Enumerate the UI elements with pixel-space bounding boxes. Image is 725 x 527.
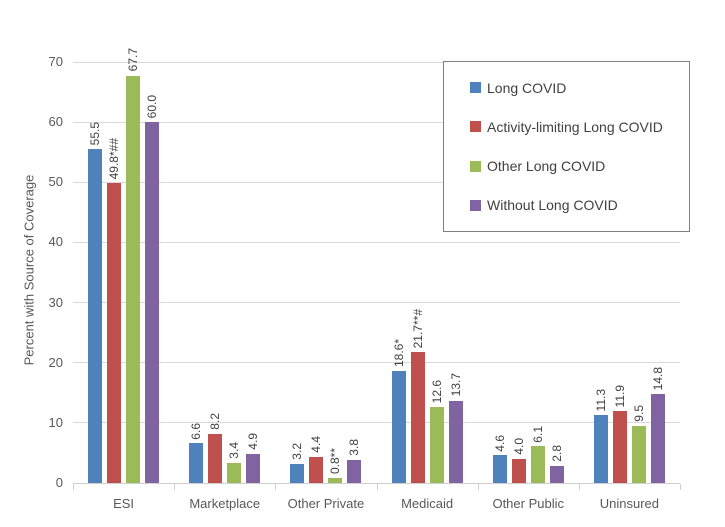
- y-axis-tick-label: 50: [48, 174, 63, 190]
- y-axis-tick-label: 40: [48, 234, 63, 250]
- bar: [448, 400, 463, 483]
- bar: [88, 149, 103, 483]
- x-axis-tick: [73, 484, 74, 490]
- bar: [511, 458, 526, 483]
- bar-value-label: 9.5: [631, 405, 646, 422]
- legend-swatch: [470, 82, 481, 94]
- bar-value-label: 4.4: [309, 435, 324, 453]
- legend-item: Activity-limiting Long COVID: [470, 119, 689, 135]
- bar-value-label: 21.7**#: [410, 309, 425, 349]
- x-axis-category-label: Medicaid: [401, 496, 454, 511]
- bar-value-label: 14.8: [650, 366, 665, 390]
- y-axis-tick-label: 20: [48, 354, 63, 370]
- bar: [145, 122, 160, 483]
- legend-item: Without Long COVID: [470, 197, 689, 213]
- legend: Long COVID Activity-limiting Long COVID Ot…: [443, 61, 690, 232]
- bar-value-label: 67.7: [126, 48, 141, 72]
- bar: [391, 371, 406, 483]
- legend-label: Activity-limiting Long COVID: [487, 118, 663, 135]
- legend-item: Long COVID: [470, 80, 689, 96]
- bar: [290, 463, 305, 483]
- x-axis-category-label: Marketplace: [189, 496, 261, 511]
- bar-value-label: 4.6: [492, 434, 507, 452]
- bar: [309, 456, 324, 483]
- y-axis-tick-label: 10: [48, 414, 63, 430]
- y-axis-tick-label: 0: [55, 475, 63, 490]
- gridline: [73, 302, 680, 304]
- x-axis-category-label: Other Private: [287, 496, 365, 511]
- y-axis-tick-label: 70: [48, 54, 63, 69]
- gridline: [73, 61, 680, 63]
- bar-value-label: 11.3: [593, 388, 608, 412]
- bar-value-label: 3.4: [227, 441, 242, 459]
- bar: [246, 453, 261, 483]
- legend-item: Other Long COVID: [470, 158, 689, 174]
- bar: [650, 393, 665, 483]
- bar: [631, 425, 646, 483]
- legend-label: Long COVID: [487, 79, 567, 96]
- bar-value-label: 18.6*: [391, 339, 406, 368]
- bar-value-label: 49.8*##: [107, 138, 122, 180]
- bar-value-label: 6.1: [530, 425, 545, 443]
- x-axis-tick: [174, 484, 176, 490]
- bar: [612, 411, 627, 483]
- gridline: [73, 362, 680, 364]
- bar-value-label: 0.8**: [328, 448, 343, 475]
- bar-value-label: 4.0: [511, 438, 526, 455]
- legend-swatch: [470, 199, 481, 211]
- x-axis-tick: [680, 484, 681, 490]
- gridline: [73, 121, 680, 123]
- bar: [107, 183, 122, 483]
- bar: [410, 352, 425, 483]
- legend-label: Other Long COVID: [487, 158, 606, 175]
- y-axis-tick-label: 60: [48, 114, 63, 130]
- bar: [549, 466, 564, 483]
- bar: [208, 433, 223, 483]
- bar: [593, 415, 608, 483]
- y-axis-title: Percent with Source of Coverage: [21, 174, 37, 366]
- gridline: [73, 422, 680, 424]
- bar: [429, 407, 444, 483]
- legend-swatch: [470, 121, 481, 133]
- x-axis-tick: [376, 484, 378, 490]
- bar-value-label: 2.8: [549, 445, 564, 463]
- bar-value-label: 4.9: [246, 432, 261, 450]
- x-axis-tick: [477, 484, 479, 490]
- bar-value-label: 3.2: [290, 443, 305, 460]
- x-axis-line: [73, 483, 680, 484]
- x-axis-category-label: ESI: [113, 496, 135, 511]
- x-axis-tick: [578, 484, 580, 490]
- bar-value-label: 55.5: [88, 121, 103, 146]
- gridline: [73, 241, 680, 243]
- bar: [126, 75, 141, 483]
- bar-value-label: 60.0: [145, 94, 160, 119]
- x-axis-category-label: Uninsured: [599, 496, 660, 511]
- legend-swatch: [470, 160, 481, 172]
- y-axis-tick-label: 30: [48, 294, 63, 310]
- bar-value-label: 13.7: [448, 373, 463, 397]
- bar: [227, 462, 242, 483]
- bar-value-label: 3.8: [347, 439, 362, 457]
- bar: [347, 460, 362, 483]
- bar-value-label: 11.9: [612, 384, 627, 408]
- gridline: [73, 181, 680, 183]
- x-axis-tick: [275, 484, 277, 490]
- bar: [530, 446, 545, 483]
- bar-value-label: 12.6: [429, 379, 444, 404]
- bar: [492, 455, 507, 483]
- bar: [328, 478, 343, 483]
- bar: [189, 443, 204, 483]
- bar-value-label: 8.2: [208, 413, 223, 430]
- bar-value-label: 6.6: [189, 422, 204, 440]
- x-axis-category-label: Other Public: [492, 496, 564, 511]
- legend-label: Without Long COVID: [487, 197, 618, 214]
